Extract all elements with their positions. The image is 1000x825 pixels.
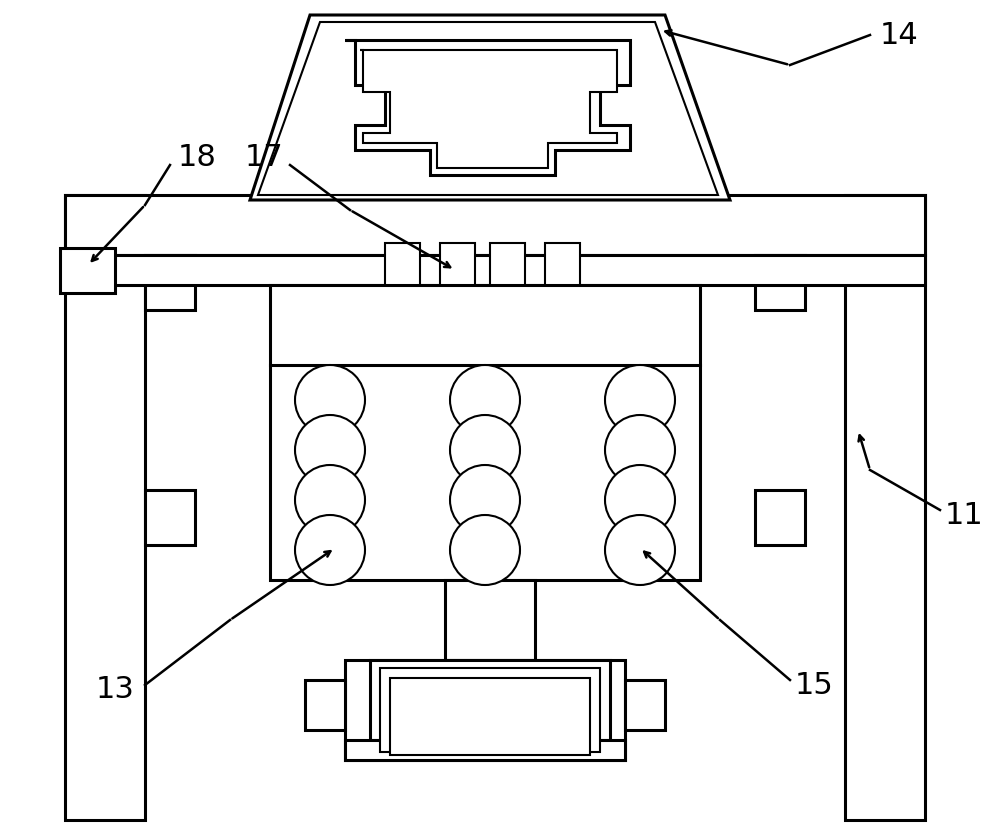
- Bar: [145, 255, 195, 310]
- Polygon shape: [258, 22, 718, 195]
- Bar: [390, 678, 590, 755]
- Text: 11: 11: [945, 501, 984, 530]
- Circle shape: [605, 365, 675, 435]
- Circle shape: [295, 415, 365, 485]
- Bar: [755, 490, 805, 545]
- Circle shape: [295, 515, 365, 585]
- Bar: [440, 243, 475, 293]
- Bar: [65, 255, 925, 285]
- Bar: [282, 365, 688, 572]
- Circle shape: [605, 415, 675, 485]
- Bar: [380, 668, 600, 752]
- Text: 14: 14: [880, 21, 919, 50]
- Bar: [345, 740, 625, 760]
- Circle shape: [295, 465, 365, 535]
- Bar: [145, 490, 195, 545]
- Bar: [845, 195, 925, 820]
- Circle shape: [450, 515, 520, 585]
- Bar: [545, 243, 580, 293]
- Bar: [370, 660, 610, 740]
- Polygon shape: [345, 40, 630, 175]
- Text: 18: 18: [178, 144, 217, 172]
- Circle shape: [605, 465, 675, 535]
- Circle shape: [450, 465, 520, 535]
- Bar: [625, 680, 665, 730]
- Circle shape: [450, 415, 520, 485]
- Bar: [445, 580, 535, 660]
- Bar: [270, 285, 700, 580]
- Bar: [60, 248, 115, 293]
- Text: 15: 15: [795, 671, 834, 700]
- Bar: [305, 680, 345, 730]
- Polygon shape: [360, 50, 617, 168]
- Circle shape: [605, 515, 675, 585]
- Bar: [65, 195, 145, 820]
- Bar: [385, 243, 420, 293]
- Polygon shape: [250, 15, 730, 200]
- Text: 17: 17: [244, 144, 283, 172]
- Text: 13: 13: [96, 676, 135, 705]
- Bar: [345, 660, 625, 760]
- Circle shape: [295, 365, 365, 435]
- Bar: [65, 195, 925, 255]
- Bar: [490, 243, 525, 293]
- Bar: [755, 255, 805, 310]
- Circle shape: [450, 365, 520, 435]
